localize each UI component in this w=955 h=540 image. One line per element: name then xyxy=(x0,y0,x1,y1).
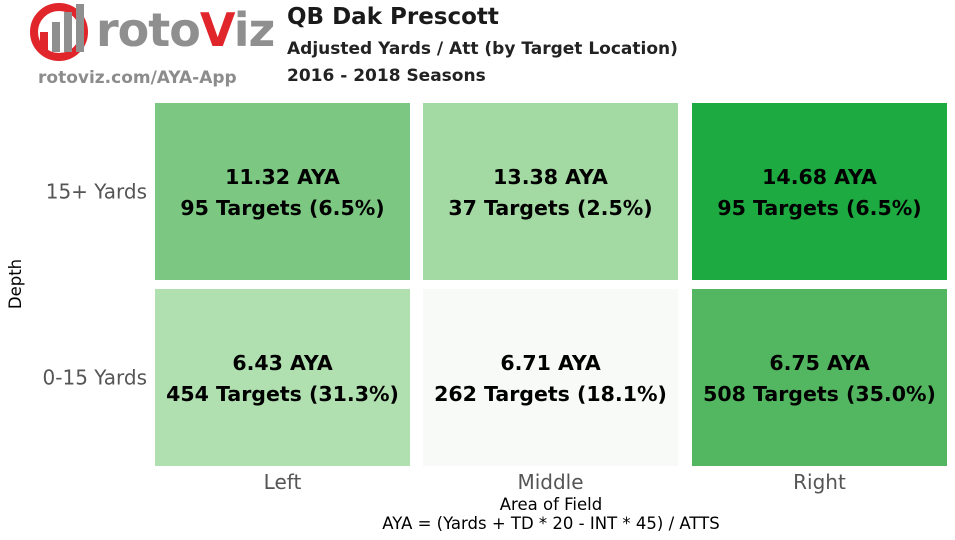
cell-targets-label: 454 Targets (31.3%) xyxy=(166,382,399,406)
heatmap-cell-0-15-yards-middle xyxy=(423,289,678,466)
heatmap-cell-15-yards-right xyxy=(692,103,947,280)
heatmap-cell-15-yards-middle xyxy=(423,103,678,280)
aya-formula-note: AYA = (Yards + TD * 20 - INT * 45) / ATT… xyxy=(382,514,719,533)
cell-targets-label: 95 Targets (6.5%) xyxy=(717,196,921,220)
rotoviz-logo: rotoViz xyxy=(28,2,275,62)
cell-targets-label: 95 Targets (6.5%) xyxy=(180,196,384,220)
cell-aya-label: 11.32 AYA xyxy=(225,165,340,189)
cell-targets-label: 37 Targets (2.5%) xyxy=(448,196,652,220)
cell-aya-label: 6.43 AYA xyxy=(232,351,333,375)
seasons-label: 2016 - 2018 Seasons xyxy=(287,66,486,86)
x-tick-label: Right xyxy=(793,470,846,494)
cell-targets-label: 262 Targets (18.1%) xyxy=(434,382,667,406)
source-url: rotoviz.com/AYA-App xyxy=(38,68,237,88)
cell-aya-label: 14.68 AYA xyxy=(762,165,877,189)
x-tick-label: Left xyxy=(264,470,302,494)
heatmap-cell-15-yards-left xyxy=(155,103,410,280)
chart-logo-icon xyxy=(30,3,88,61)
cell-targets-label: 508 Targets (35.0%) xyxy=(703,382,936,406)
cell-aya-label: 13.38 AYA xyxy=(493,165,608,189)
x-axis-label: Area of Field xyxy=(500,495,602,514)
x-tick-label: Middle xyxy=(517,470,583,494)
y-tick-label: 0-15 Yards xyxy=(43,366,147,390)
y-axis-label: Depth xyxy=(6,259,25,309)
y-tick-label: 15+ Yards xyxy=(46,180,147,204)
heatmap-cell-0-15-yards-left xyxy=(155,289,410,466)
cell-aya-label: 6.75 AYA xyxy=(769,351,870,375)
cell-aya-label: 6.71 AYA xyxy=(500,351,601,375)
heatmap-cell-0-15-yards-right xyxy=(692,289,947,466)
chart-subtitle: Adjusted Yards / Att (by Target Location… xyxy=(287,39,678,59)
logo-wordmark: rotoViz xyxy=(96,3,275,57)
page-title: QB Dak Prescott xyxy=(287,4,499,30)
